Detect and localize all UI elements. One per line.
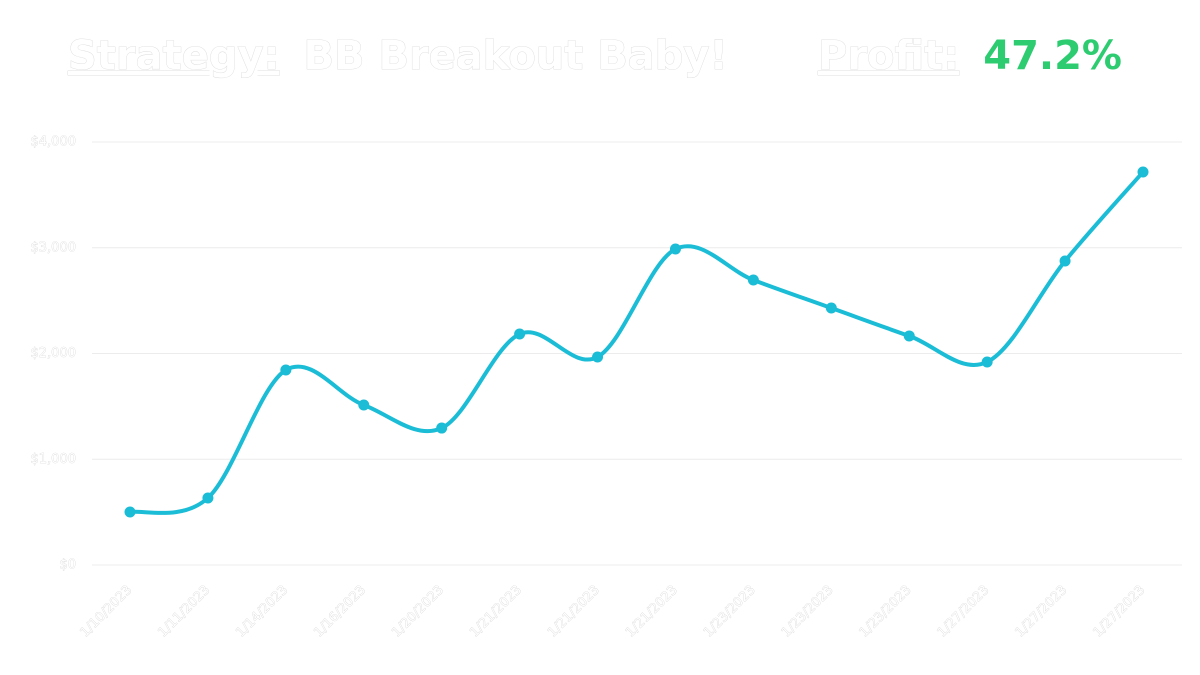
- data-point: [124, 506, 136, 518]
- data-point: [202, 492, 214, 504]
- x-tick-label: 1/21/2023: [623, 583, 681, 641]
- x-tick-label: 1/23/2023: [857, 583, 915, 641]
- data-point: [669, 243, 681, 255]
- data-point: [436, 422, 448, 434]
- x-tick-label: 1/27/2023: [1091, 583, 1149, 641]
- data-point: [825, 302, 837, 314]
- data-point: [747, 274, 759, 286]
- data-point: [981, 356, 993, 368]
- x-tick-label: 1/23/2023: [701, 583, 759, 641]
- data-point: [1059, 255, 1071, 267]
- data-point: [592, 351, 604, 363]
- x-tick-label: 1/11/2023: [155, 583, 213, 641]
- data-point: [903, 330, 915, 342]
- x-tick-label: 1/10/2023: [78, 583, 136, 641]
- y-tick-label: $0: [59, 558, 76, 573]
- profit-value: 47.2%: [983, 33, 1122, 79]
- x-tick-label: 1/21/2023: [467, 583, 525, 641]
- title-text: BB Breakout Baby!: [304, 33, 728, 79]
- profit-label: Profit:: [818, 33, 959, 79]
- data-point: [358, 399, 370, 411]
- x-tick-label: 1/16/2023: [311, 583, 369, 641]
- data-point: [514, 328, 526, 340]
- x-tick-label: 1/23/2023: [779, 583, 837, 641]
- x-tick-label: 1/14/2023: [233, 583, 291, 641]
- title-label: Strategy:: [68, 33, 280, 79]
- data-point: [1137, 166, 1149, 178]
- profit: Profit: 47.2%: [818, 33, 1122, 79]
- x-tick-label: 1/27/2023: [935, 583, 993, 641]
- x-tick-label: 1/27/2023: [1013, 583, 1071, 641]
- data-point: [280, 364, 292, 376]
- chart-title: Strategy: BB Breakout Baby!: [68, 33, 728, 79]
- y-tick-label: $2,000: [31, 346, 77, 361]
- x-tick-label: 1/21/2023: [545, 583, 603, 641]
- x-tick-label: 1/20/2023: [389, 583, 447, 641]
- y-tick-label: $1,000: [31, 452, 77, 467]
- y-tick-label: $3,000: [31, 240, 77, 255]
- y-tick-label: $4,000: [31, 135, 77, 150]
- series-line: [128, 170, 1145, 515]
